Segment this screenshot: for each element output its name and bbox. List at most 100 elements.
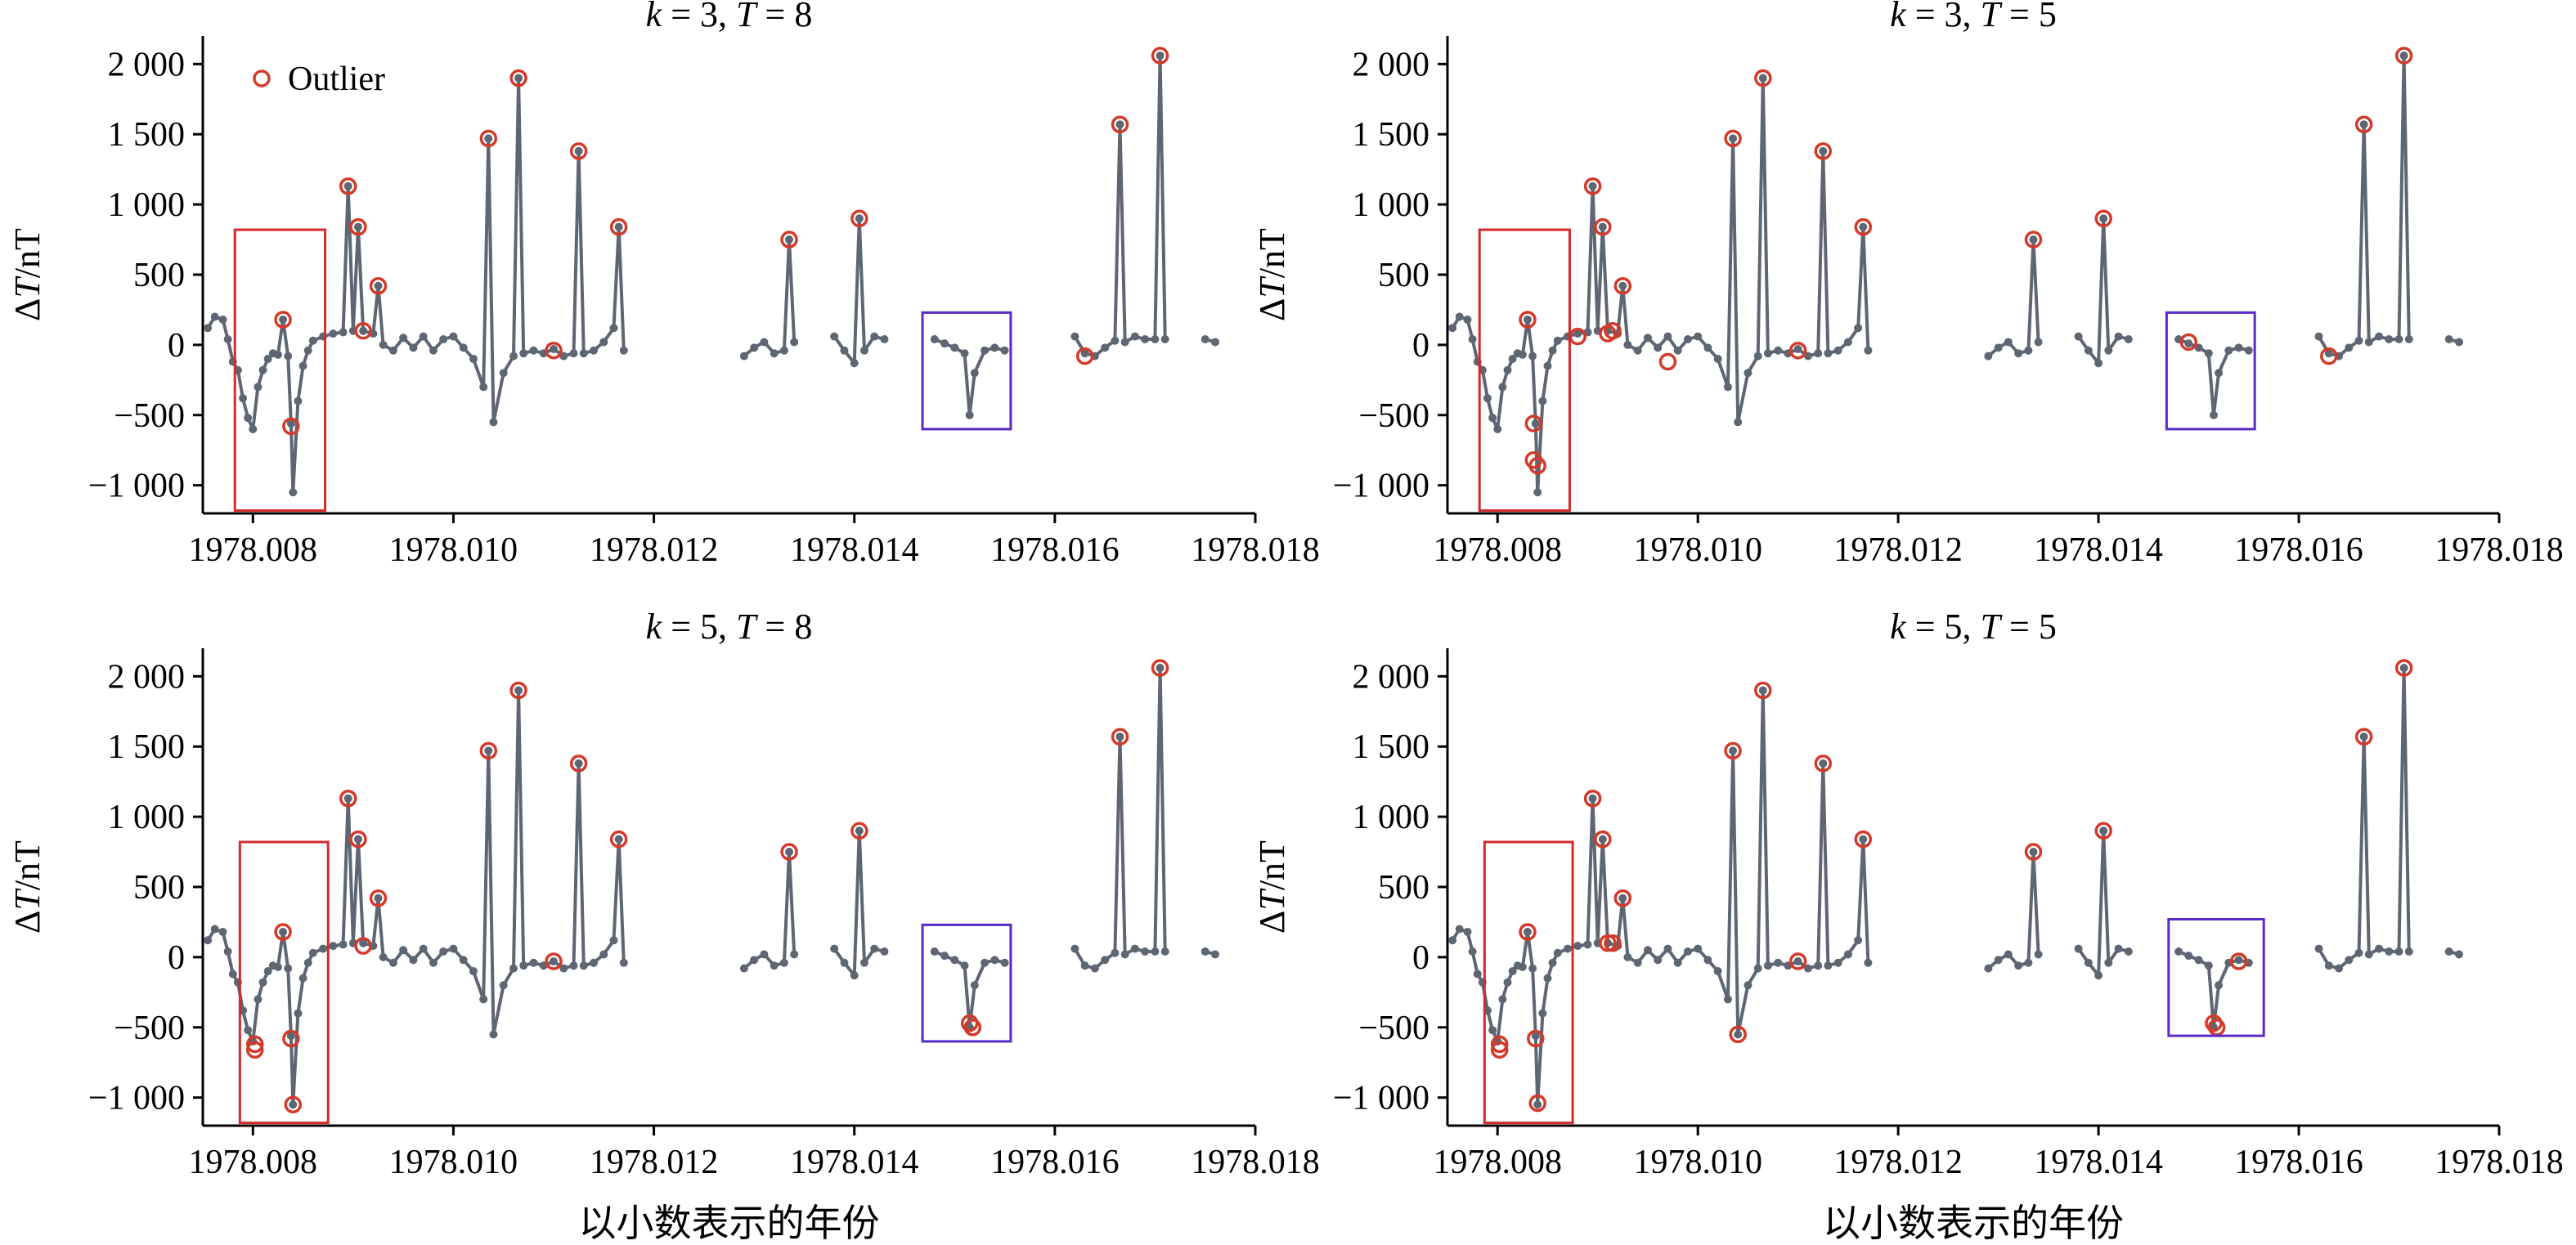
panel-title: k = 3, T = 5 <box>1890 0 2057 34</box>
data-point <box>760 950 769 959</box>
data-point <box>950 956 959 965</box>
data-point <box>303 346 312 355</box>
data-point <box>2359 732 2368 741</box>
outlier-marker <box>780 231 798 249</box>
data-point <box>2114 332 2123 341</box>
data-point <box>1774 346 1783 355</box>
data-point <box>2024 958 2033 967</box>
data-point <box>2004 950 2013 959</box>
data-point <box>2024 346 2033 355</box>
data-point <box>609 936 618 945</box>
highlight-box-purple <box>921 923 1012 1043</box>
data-point <box>1548 958 1557 967</box>
data-point <box>579 961 588 970</box>
data-point <box>785 848 794 857</box>
outlier-marker <box>284 1095 303 1113</box>
data-point <box>609 324 618 333</box>
data-point <box>1151 335 1160 344</box>
data-point <box>2029 848 2038 857</box>
data-point <box>1654 956 1663 965</box>
data-point <box>284 352 293 361</box>
data-point <box>1151 947 1160 956</box>
series-line <box>1451 688 1870 1107</box>
y-axis-label: ΔT/nT <box>7 228 47 321</box>
outlier-marker <box>1854 830 1873 849</box>
data-point <box>1543 361 1552 370</box>
data-point <box>1753 964 1762 973</box>
data-point <box>228 970 237 979</box>
data-point <box>1508 967 1517 976</box>
data-point <box>2099 214 2108 223</box>
data-point <box>2029 235 2038 244</box>
y-axis-label: ΔT/nT <box>7 840 47 934</box>
data-point <box>880 947 889 956</box>
outlier-marker <box>282 1029 300 1048</box>
data-point <box>1563 944 1572 953</box>
data-point <box>2034 338 2043 347</box>
outlier-marker <box>1527 1029 1545 1048</box>
data-point <box>329 329 338 338</box>
data-point <box>2184 952 2193 961</box>
data-point <box>263 355 272 364</box>
data-point <box>289 1100 298 1109</box>
outlier-marker <box>1075 347 1094 365</box>
highlight-box-red <box>1483 840 1574 1125</box>
y-tick-label: 0 <box>168 939 185 977</box>
data-point <box>1000 346 1009 355</box>
outlier-marker <box>569 755 588 773</box>
data-point <box>840 958 849 967</box>
outlier-marker <box>354 937 372 955</box>
y-tick-label: 1 000 <box>1353 186 1430 224</box>
data-point <box>388 346 397 355</box>
data-point <box>599 950 608 959</box>
data-point <box>574 146 583 155</box>
x-tick-label: 1978.010 <box>1633 1144 1762 1181</box>
data-point <box>1468 335 1477 344</box>
x-tick-label: 1978.018 <box>2435 1144 2564 1181</box>
data-point <box>1156 52 1165 60</box>
outlier-marker <box>1583 790 1602 808</box>
data-point <box>779 346 788 355</box>
y-tick-label: 500 <box>1378 257 1429 294</box>
data-point <box>1160 947 1169 956</box>
data-point <box>614 835 623 844</box>
outlier-marker <box>282 417 300 436</box>
x-tick-label: 1978.012 <box>590 1144 719 1181</box>
y-label-part: Δ <box>7 911 47 934</box>
outlier-marker <box>349 217 367 236</box>
data-point <box>439 335 448 344</box>
data-point <box>1833 958 1842 967</box>
x-tick-label: 1978.010 <box>389 1144 518 1181</box>
data-point <box>1070 944 1079 953</box>
title-part: T <box>736 607 759 647</box>
data-point <box>439 947 448 956</box>
data-point <box>1729 746 1738 755</box>
data-point <box>1518 962 1527 971</box>
x-tick-label: 1978.012 <box>1833 1144 1963 1181</box>
y-tick-label: 1 500 <box>1353 116 1430 154</box>
data-point <box>1673 958 1682 967</box>
data-point <box>550 957 558 966</box>
y-tick-label: −500 <box>1358 397 1429 435</box>
outlier-marker <box>1524 414 1543 432</box>
data-point <box>1819 759 1828 768</box>
data-point <box>343 794 352 803</box>
data-point <box>2209 410 2218 419</box>
data-point <box>1663 944 1672 953</box>
data-point <box>1120 950 1129 959</box>
outlier-marker <box>2320 347 2338 365</box>
x-tick-label: 1978.016 <box>990 531 1120 569</box>
x-tick-label: 1978.014 <box>2034 1144 2163 1181</box>
data-point <box>1854 324 1863 333</box>
data-point <box>2324 961 2333 970</box>
data-point <box>1473 970 1482 979</box>
data-point <box>1729 134 1738 143</box>
data-point <box>970 981 979 990</box>
outlier-marker <box>2354 115 2373 133</box>
data-point <box>1793 345 1802 354</box>
title-part: = 5 <box>2000 0 2057 34</box>
outlier-marker <box>1613 889 1632 907</box>
data-point <box>279 315 288 324</box>
